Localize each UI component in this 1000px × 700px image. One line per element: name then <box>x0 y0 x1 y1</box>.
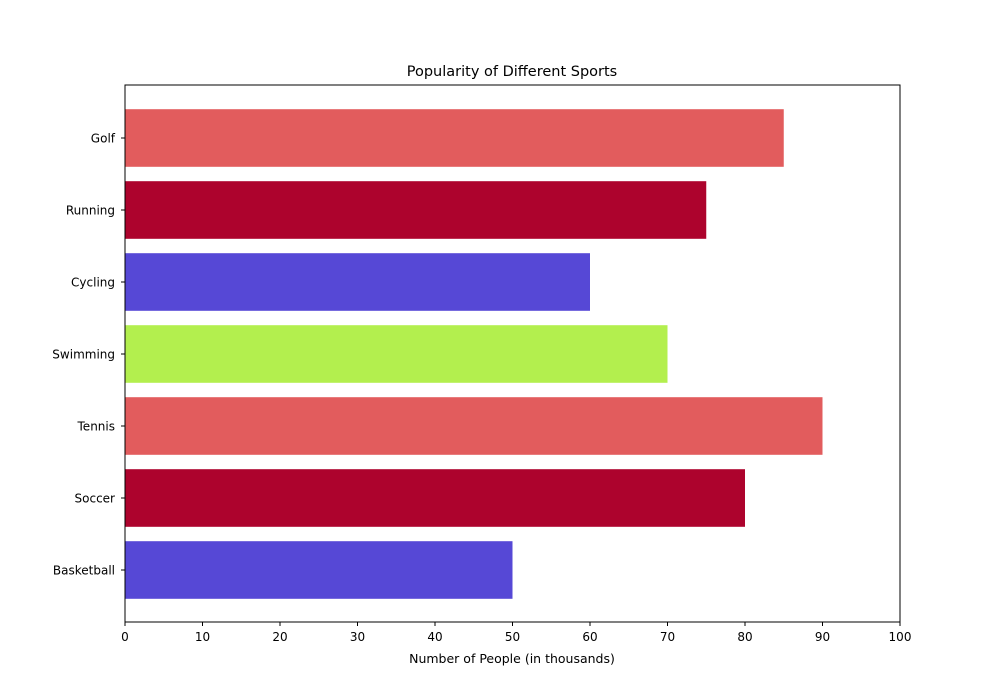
x-axis-label: Number of People (in thousands) <box>409 651 615 666</box>
chart-title: Popularity of Different Sports <box>407 64 618 80</box>
bar-tennis <box>125 397 823 455</box>
x-axis: 0 10 20 30 40 50 60 70 80 90 100 <box>121 622 911 644</box>
bars-layer <box>125 109 823 599</box>
y-tick-label: Basketball <box>53 564 115 578</box>
bar-swimming <box>125 325 668 383</box>
y-tick-label: Tennis <box>77 420 115 434</box>
plot-frame <box>124 84 901 623</box>
y-tick-label: Cycling <box>71 276 115 290</box>
x-tick-label: 30 <box>350 630 365 644</box>
y-tick-label: Running <box>66 204 115 218</box>
x-tick-label: 40 <box>427 630 442 644</box>
y-tick-label: Swimming <box>52 348 115 362</box>
x-tick-label: 90 <box>815 630 830 644</box>
x-tick-label: 100 <box>889 630 912 644</box>
y-tick-label: Golf <box>91 132 116 146</box>
bar-running <box>125 181 707 239</box>
bar-cycling <box>125 253 590 311</box>
x-tick-label: 20 <box>272 630 287 644</box>
bar-basketball <box>125 541 513 599</box>
bar-soccer <box>125 469 745 527</box>
bar-golf <box>125 109 784 167</box>
x-tick-label: 60 <box>582 630 597 644</box>
x-tick-label: 0 <box>121 630 129 644</box>
x-tick-label: 10 <box>195 630 210 644</box>
x-tick-label: 50 <box>505 630 520 644</box>
y-axis: Basketball Soccer Tennis Swimming Cycling Run… <box>52 132 125 578</box>
y-tick-label: Soccer <box>75 492 116 506</box>
x-tick-label: 70 <box>660 630 675 644</box>
x-tick-label: 80 <box>737 630 752 644</box>
